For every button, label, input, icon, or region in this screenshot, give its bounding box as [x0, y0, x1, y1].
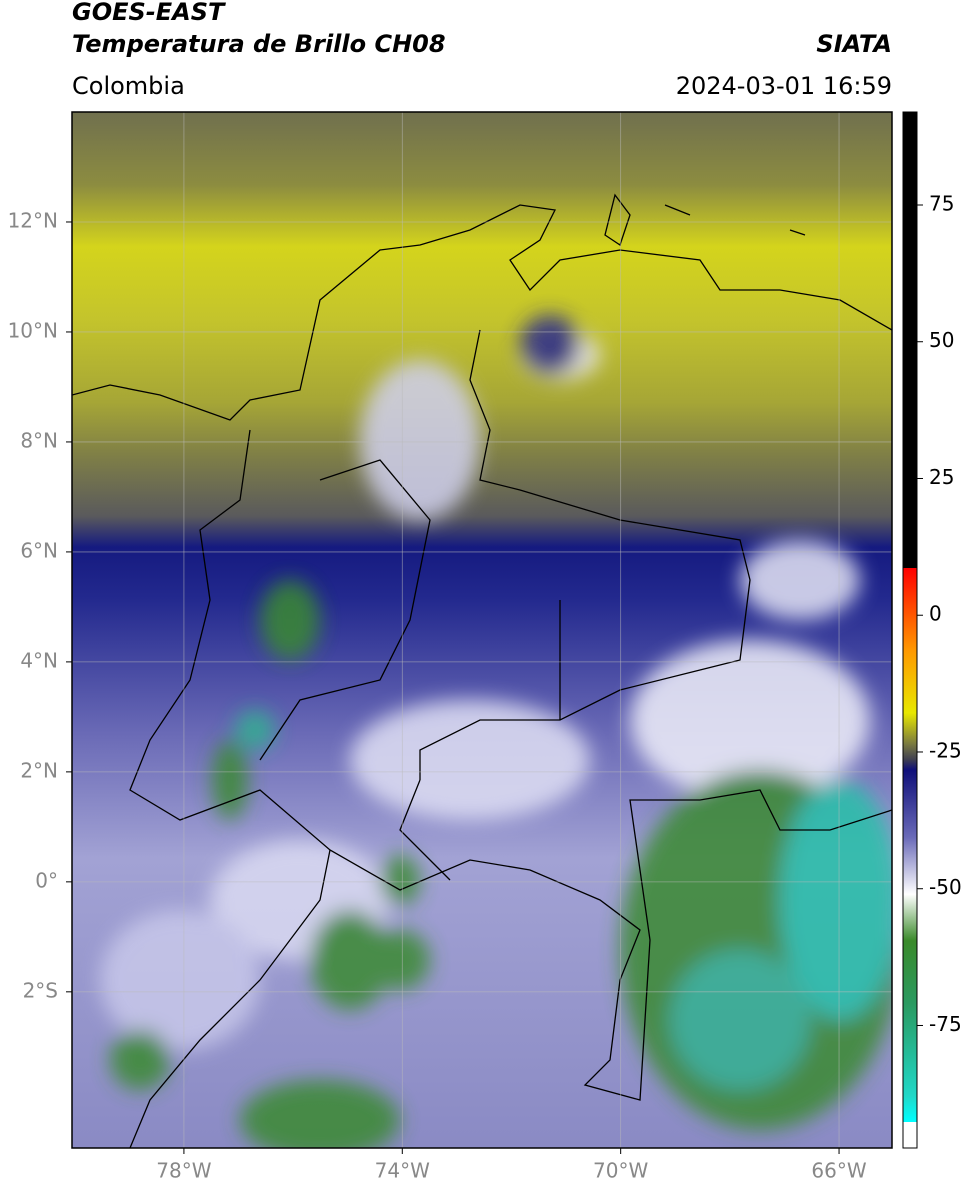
colorbar-tick-label: 0 — [929, 602, 942, 626]
region: Colombia — [72, 72, 185, 100]
x-tick-label: 74°W — [375, 1159, 430, 1183]
y-tick-label: 12°N — [8, 208, 58, 232]
y-tick-label: 6°N — [20, 538, 58, 562]
y-tick-label: 2°S — [23, 978, 58, 1002]
y-tick-label: 0° — [35, 868, 58, 892]
colorbar-tick-label: 75 — [929, 191, 954, 215]
y-tick-label: 8°N — [20, 428, 58, 452]
datetime: 2024-03-01 16:59 — [676, 72, 892, 100]
y-tick-label: 4°N — [20, 648, 58, 672]
colorbar-tick-label: -25 — [929, 738, 962, 762]
y-tick-label: 10°N — [8, 318, 58, 342]
colorbar-tick-label: -50 — [929, 875, 962, 899]
grid — [72, 112, 892, 1148]
x-tick-label: 78°W — [156, 1159, 211, 1183]
colorbar-tick-label: 25 — [929, 465, 954, 489]
colorbar-tick-label: 50 — [929, 328, 954, 352]
colorbar-ticks: 75 50 25 0 -25 -50 -75 — [917, 191, 962, 1036]
colorbar-tick-label: -75 — [929, 1012, 962, 1036]
y-tick-label: 2°N — [20, 758, 58, 782]
subtitle: Temperatura de Brillo CH08 — [72, 30, 446, 58]
axis-ticks: 12°N 10°N 8°N 6°N 4°N 2°N 0° 2°S 78°W 74°W 70°W 66°… — [8, 208, 867, 1182]
colorbar — [902, 111, 918, 1149]
source: SIATA — [816, 30, 892, 58]
satellite-image — [72, 112, 892, 1148]
x-tick-label: 70°W — [593, 1159, 648, 1183]
title: GOES-EAST — [72, 0, 226, 26]
x-tick-label: 66°W — [811, 1159, 866, 1183]
map-frame — [71, 111, 893, 1149]
